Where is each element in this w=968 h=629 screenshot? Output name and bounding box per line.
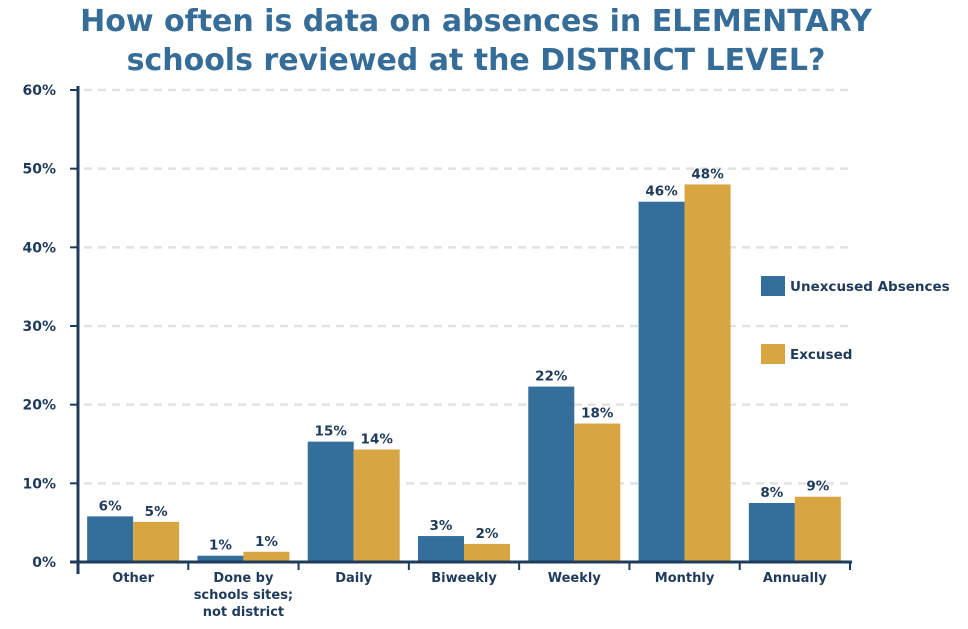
x-tick-label: Annually: [763, 571, 828, 586]
bar: [133, 521, 180, 562]
data-label: 2%: [476, 526, 499, 542]
bar: [748, 503, 795, 562]
x-tick-label: Other: [112, 571, 154, 586]
bar: [574, 423, 621, 562]
data-label: 14%: [361, 432, 394, 448]
y-tick-label: 0%: [32, 555, 56, 571]
x-tick-label: Weekly: [548, 571, 602, 586]
bar: [528, 386, 575, 562]
data-label: 48%: [691, 166, 724, 182]
data-label: 1%: [209, 538, 232, 554]
y-tick-label: 20%: [22, 398, 56, 414]
gridlines: [84, 88, 850, 485]
bar: [307, 441, 354, 562]
y-tick-label: 30%: [22, 319, 56, 335]
data-label: 9%: [806, 479, 829, 495]
y-tick-label: 10%: [22, 476, 56, 492]
data-label: 8%: [760, 485, 783, 501]
bar: [87, 516, 134, 562]
data-label: 18%: [581, 406, 614, 422]
axes: 0% 10% 20% 30% 40% 50% 60% Other Done by schools …: [22, 83, 852, 620]
data-label: 15%: [315, 424, 348, 440]
data-label: 1%: [255, 534, 278, 550]
legend: Unexcused Absences Excused: [761, 276, 950, 364]
legend-swatch: [761, 344, 785, 364]
bar: [638, 201, 685, 562]
chart-title-line-2: schools reviewed at the DISTRICT LEVEL?: [127, 43, 826, 78]
data-label: 6%: [99, 498, 122, 514]
legend-label: Excused: [790, 347, 852, 363]
legend-label: Unexcused Absences: [790, 279, 950, 295]
x-tick-label: Biweekly: [431, 571, 497, 586]
bar: [197, 555, 244, 562]
bar: [464, 543, 510, 562]
bar: [243, 551, 290, 562]
y-tick-label: 60%: [22, 83, 56, 99]
bar: [794, 496, 841, 562]
x-tick-label: Monthly: [655, 571, 715, 586]
x-tick-label: Done by schools sites; not district: [194, 571, 293, 620]
bars: [87, 184, 841, 562]
chart-title-line-1: How often is data on absences in ELEMENT…: [80, 4, 873, 39]
data-label: 5%: [145, 504, 168, 520]
y-tick-label: 40%: [22, 240, 56, 256]
y-tick-label: 50%: [22, 162, 56, 178]
data-label: 46%: [645, 184, 678, 200]
x-tick-label: Daily: [335, 571, 372, 586]
data-label: 3%: [430, 518, 453, 534]
bar: [353, 449, 400, 562]
legend-swatch: [761, 276, 785, 296]
bar: [684, 184, 731, 562]
data-label: 22%: [535, 369, 568, 385]
bar: [418, 536, 464, 562]
data-labels: 6% 5% 1% 1% 15% 14% 3% 2% 22% 18% 46% 48% 8% 9%: [99, 166, 830, 553]
